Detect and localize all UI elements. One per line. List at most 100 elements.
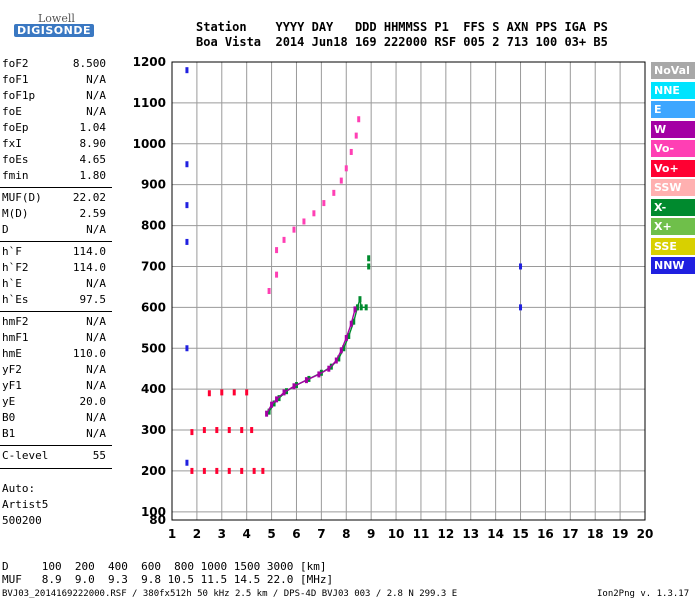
data-point-es (215, 467, 219, 474)
param-value: 1.80 (79, 169, 107, 182)
header-row-labels: Station YYYY DAY DDD HHMMSS P1 FFS S AXN… (196, 20, 608, 34)
auto-code: 500200 (2, 514, 42, 527)
param-value: 1.04 (79, 121, 107, 134)
x-tick-label: 6 (292, 527, 300, 541)
data-point-vo (275, 271, 279, 278)
y-tick-label: 600 (141, 300, 166, 314)
x-tick-label: 14 (487, 527, 504, 541)
param-name: foF1p (2, 89, 36, 102)
y-tick-label: 800 (141, 219, 166, 233)
trace-line-w (265, 309, 356, 415)
muf-row: MUF 8.9 9.0 9.3 9.8 10.5 11.5 14.5 22.0 … (2, 573, 334, 586)
param-value: N/A (86, 411, 106, 424)
data-point-nnw (185, 238, 189, 245)
param-row: h`E N/A (2, 277, 106, 290)
y-tick-label: 900 (141, 178, 166, 192)
x-tick-label: 12 (437, 527, 454, 541)
param-name: foE (2, 105, 22, 118)
param-name: h`F2 (2, 261, 29, 274)
param-value: 2.59 (79, 207, 107, 220)
data-point-vo (349, 148, 353, 155)
param-name: foEp (2, 121, 29, 134)
param-name: yE (2, 395, 16, 408)
data-point-vo (275, 247, 279, 254)
param-value: N/A (86, 105, 106, 118)
x-tick-label: 2 (193, 527, 201, 541)
data-point-es (240, 467, 244, 474)
param-separator (0, 311, 112, 312)
data-point-es (240, 427, 244, 434)
param-name: B0 (2, 411, 16, 424)
data-point-nnw (519, 304, 523, 311)
data-point-x (367, 263, 371, 270)
y-tick-label: 1100 (133, 96, 166, 110)
param-name: h`Es (2, 293, 29, 306)
y-tick-label: 100 (141, 505, 166, 519)
param-separator (0, 445, 112, 446)
param-name: MUF(D) (2, 191, 42, 204)
param-value: N/A (86, 331, 106, 344)
param-name: yF2 (2, 363, 22, 376)
y-tick-label: 500 (141, 341, 166, 355)
param-row: B1 N/A (2, 427, 106, 440)
param-value: 97.5 (79, 293, 107, 306)
param-row: h`Es 97.5 (2, 293, 106, 306)
data-point-nnw (185, 202, 189, 209)
param-row: MUF(D) 22.02 (2, 191, 106, 204)
param-row: D N/A (2, 223, 106, 236)
x-tick-label: 10 (388, 527, 405, 541)
footer-version: Ion2Png v. 1.3.17 (597, 589, 690, 599)
param-name: foF2 (2, 57, 29, 70)
param-row: hmF1 N/A (2, 331, 106, 344)
param-row: C-level 55 (2, 449, 106, 462)
legend-item-vo: Vo- (651, 140, 695, 157)
param-row: foEp 1.04 (2, 121, 106, 134)
data-point-es (232, 389, 236, 396)
auto-program: Artist5 (2, 498, 49, 511)
x-tick-label: 3 (218, 527, 226, 541)
chart-marks (185, 67, 523, 474)
param-value: 55 (92, 449, 106, 462)
legend-item-nne: NNE (651, 81, 695, 99)
param-value: 22.02 (72, 191, 106, 204)
param-value: N/A (86, 223, 106, 236)
data-point-nnw (185, 67, 189, 74)
data-point-es (220, 389, 224, 396)
data-point-nnw (185, 345, 189, 352)
param-name: D (2, 223, 9, 236)
param-name: hmF2 (2, 315, 29, 328)
param-row: fxI 8.90 (2, 137, 106, 150)
data-point-vo (354, 132, 358, 139)
data-point-vo (332, 189, 336, 196)
param-value: N/A (86, 73, 106, 86)
data-point-es (207, 390, 211, 397)
data-point-es (250, 427, 254, 434)
x-tick-label: 4 (243, 527, 251, 541)
param-value: N/A (86, 89, 106, 102)
auto-label: Auto: (2, 482, 36, 495)
y-tick-label: 300 (141, 423, 166, 437)
plot-frame (171, 61, 646, 521)
param-row: hmE 110.0 (2, 347, 106, 360)
x-tick-label: 15 (512, 527, 529, 541)
param-separator (0, 241, 112, 242)
data-point-es (190, 429, 194, 436)
param-row: yE 20.0 (2, 395, 106, 408)
data-point-x (367, 255, 371, 262)
data-point-es (227, 427, 231, 434)
y-tick-label: 1200 (133, 55, 166, 69)
data-point-es (215, 427, 219, 434)
x-tick-label: 20 (637, 527, 654, 541)
param-row: yF2 N/A (2, 363, 106, 376)
param-value: N/A (86, 315, 106, 328)
data-point-es (252, 467, 256, 474)
param-name: B1 (2, 427, 16, 440)
data-point-nnw (519, 263, 523, 270)
param-name: fxI (2, 137, 22, 150)
legend-item-e: E (651, 101, 695, 118)
param-name: foF1 (2, 73, 29, 86)
param-row: h`F2 114.0 (2, 261, 106, 274)
param-row: foF1 N/A (2, 73, 106, 86)
param-name: hmF1 (2, 331, 29, 344)
